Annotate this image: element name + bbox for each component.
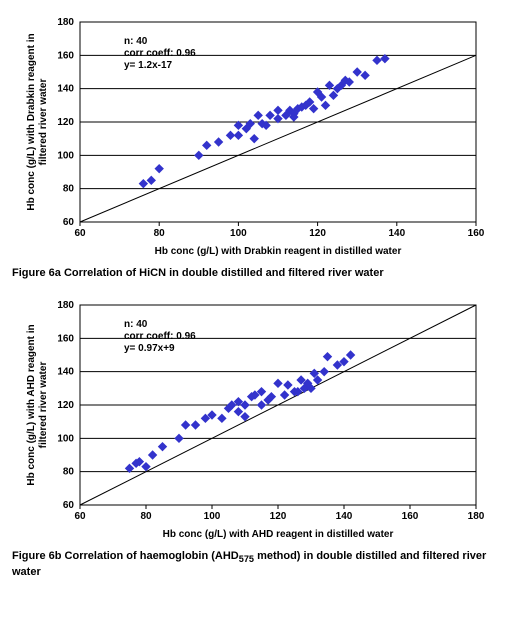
svg-text:140: 140 — [388, 228, 405, 239]
svg-text:Hb conc (g/L) with AHD reagent: Hb conc (g/L) with AHD reagent infiltere… — [26, 324, 49, 485]
svg-text:100: 100 — [57, 150, 74, 161]
svg-text:180: 180 — [57, 300, 74, 311]
svg-text:120: 120 — [57, 400, 74, 411]
svg-text:120: 120 — [270, 511, 287, 522]
svg-text:60: 60 — [74, 511, 86, 522]
svg-text:100: 100 — [204, 511, 221, 522]
figure-6a-caption: Figure 6a Correlation of HiCN in double … — [12, 264, 508, 291]
svg-text:160: 160 — [468, 228, 485, 239]
svg-text:120: 120 — [57, 117, 74, 128]
svg-text:y= 0.97x+9: y= 0.97x+9 — [124, 343, 175, 354]
svg-text:100: 100 — [230, 228, 247, 239]
figure-6b-panel: 60 80 100 120 140 160 180 60 80 100 120 140 160 180 n:… — [12, 295, 508, 543]
svg-text:corr coeff: 0.96: corr coeff: 0.96 — [124, 48, 196, 59]
svg-text:160: 160 — [402, 511, 419, 522]
figure-6b-caption: Figure 6b Correlation of haemoglobin (AH… — [12, 547, 508, 590]
svg-text:60: 60 — [63, 217, 75, 228]
svg-text:180: 180 — [468, 511, 485, 522]
svg-text:180: 180 — [57, 17, 74, 28]
figure-6a-panel: 60 80 100 120 140 160 180 60 80 100 120 140 160 n: 40… — [12, 12, 508, 260]
svg-text:80: 80 — [63, 467, 75, 478]
svg-text:160: 160 — [57, 50, 74, 61]
svg-text:160: 160 — [57, 333, 74, 344]
svg-text:Hb conc (g/L) with AHD reagent: Hb conc (g/L) with AHD reagent in distil… — [163, 529, 394, 540]
svg-text:140: 140 — [57, 367, 74, 378]
svg-text:80: 80 — [63, 184, 75, 195]
svg-text:100: 100 — [57, 433, 74, 444]
svg-text:140: 140 — [336, 511, 353, 522]
svg-text:y= 1.2x-17: y= 1.2x-17 — [124, 60, 173, 71]
svg-text:n: 40: n: 40 — [124, 36, 148, 47]
svg-text:Hb conc (g/L) with Drabkin rea: Hb conc (g/L) with Drabkin reagent in di… — [155, 246, 402, 257]
svg-text:n: 40: n: 40 — [124, 319, 148, 330]
svg-text:60: 60 — [63, 500, 75, 511]
figure-6a-chart: 60 80 100 120 140 160 180 60 80 100 120 140 160 n: 40… — [12, 12, 492, 260]
figure-6b-chart: 60 80 100 120 140 160 180 60 80 100 120 140 160 180 n:… — [12, 295, 492, 543]
svg-text:60: 60 — [74, 228, 86, 239]
svg-text:Hb conc (g/L) with Drabkin rea: Hb conc (g/L) with Drabkin reagent infil… — [26, 33, 49, 210]
svg-text:80: 80 — [140, 511, 152, 522]
svg-text:120: 120 — [309, 228, 326, 239]
svg-text:corr coeff: 0.96: corr coeff: 0.96 — [124, 331, 196, 342]
svg-text:80: 80 — [154, 228, 166, 239]
svg-text:140: 140 — [57, 84, 74, 95]
